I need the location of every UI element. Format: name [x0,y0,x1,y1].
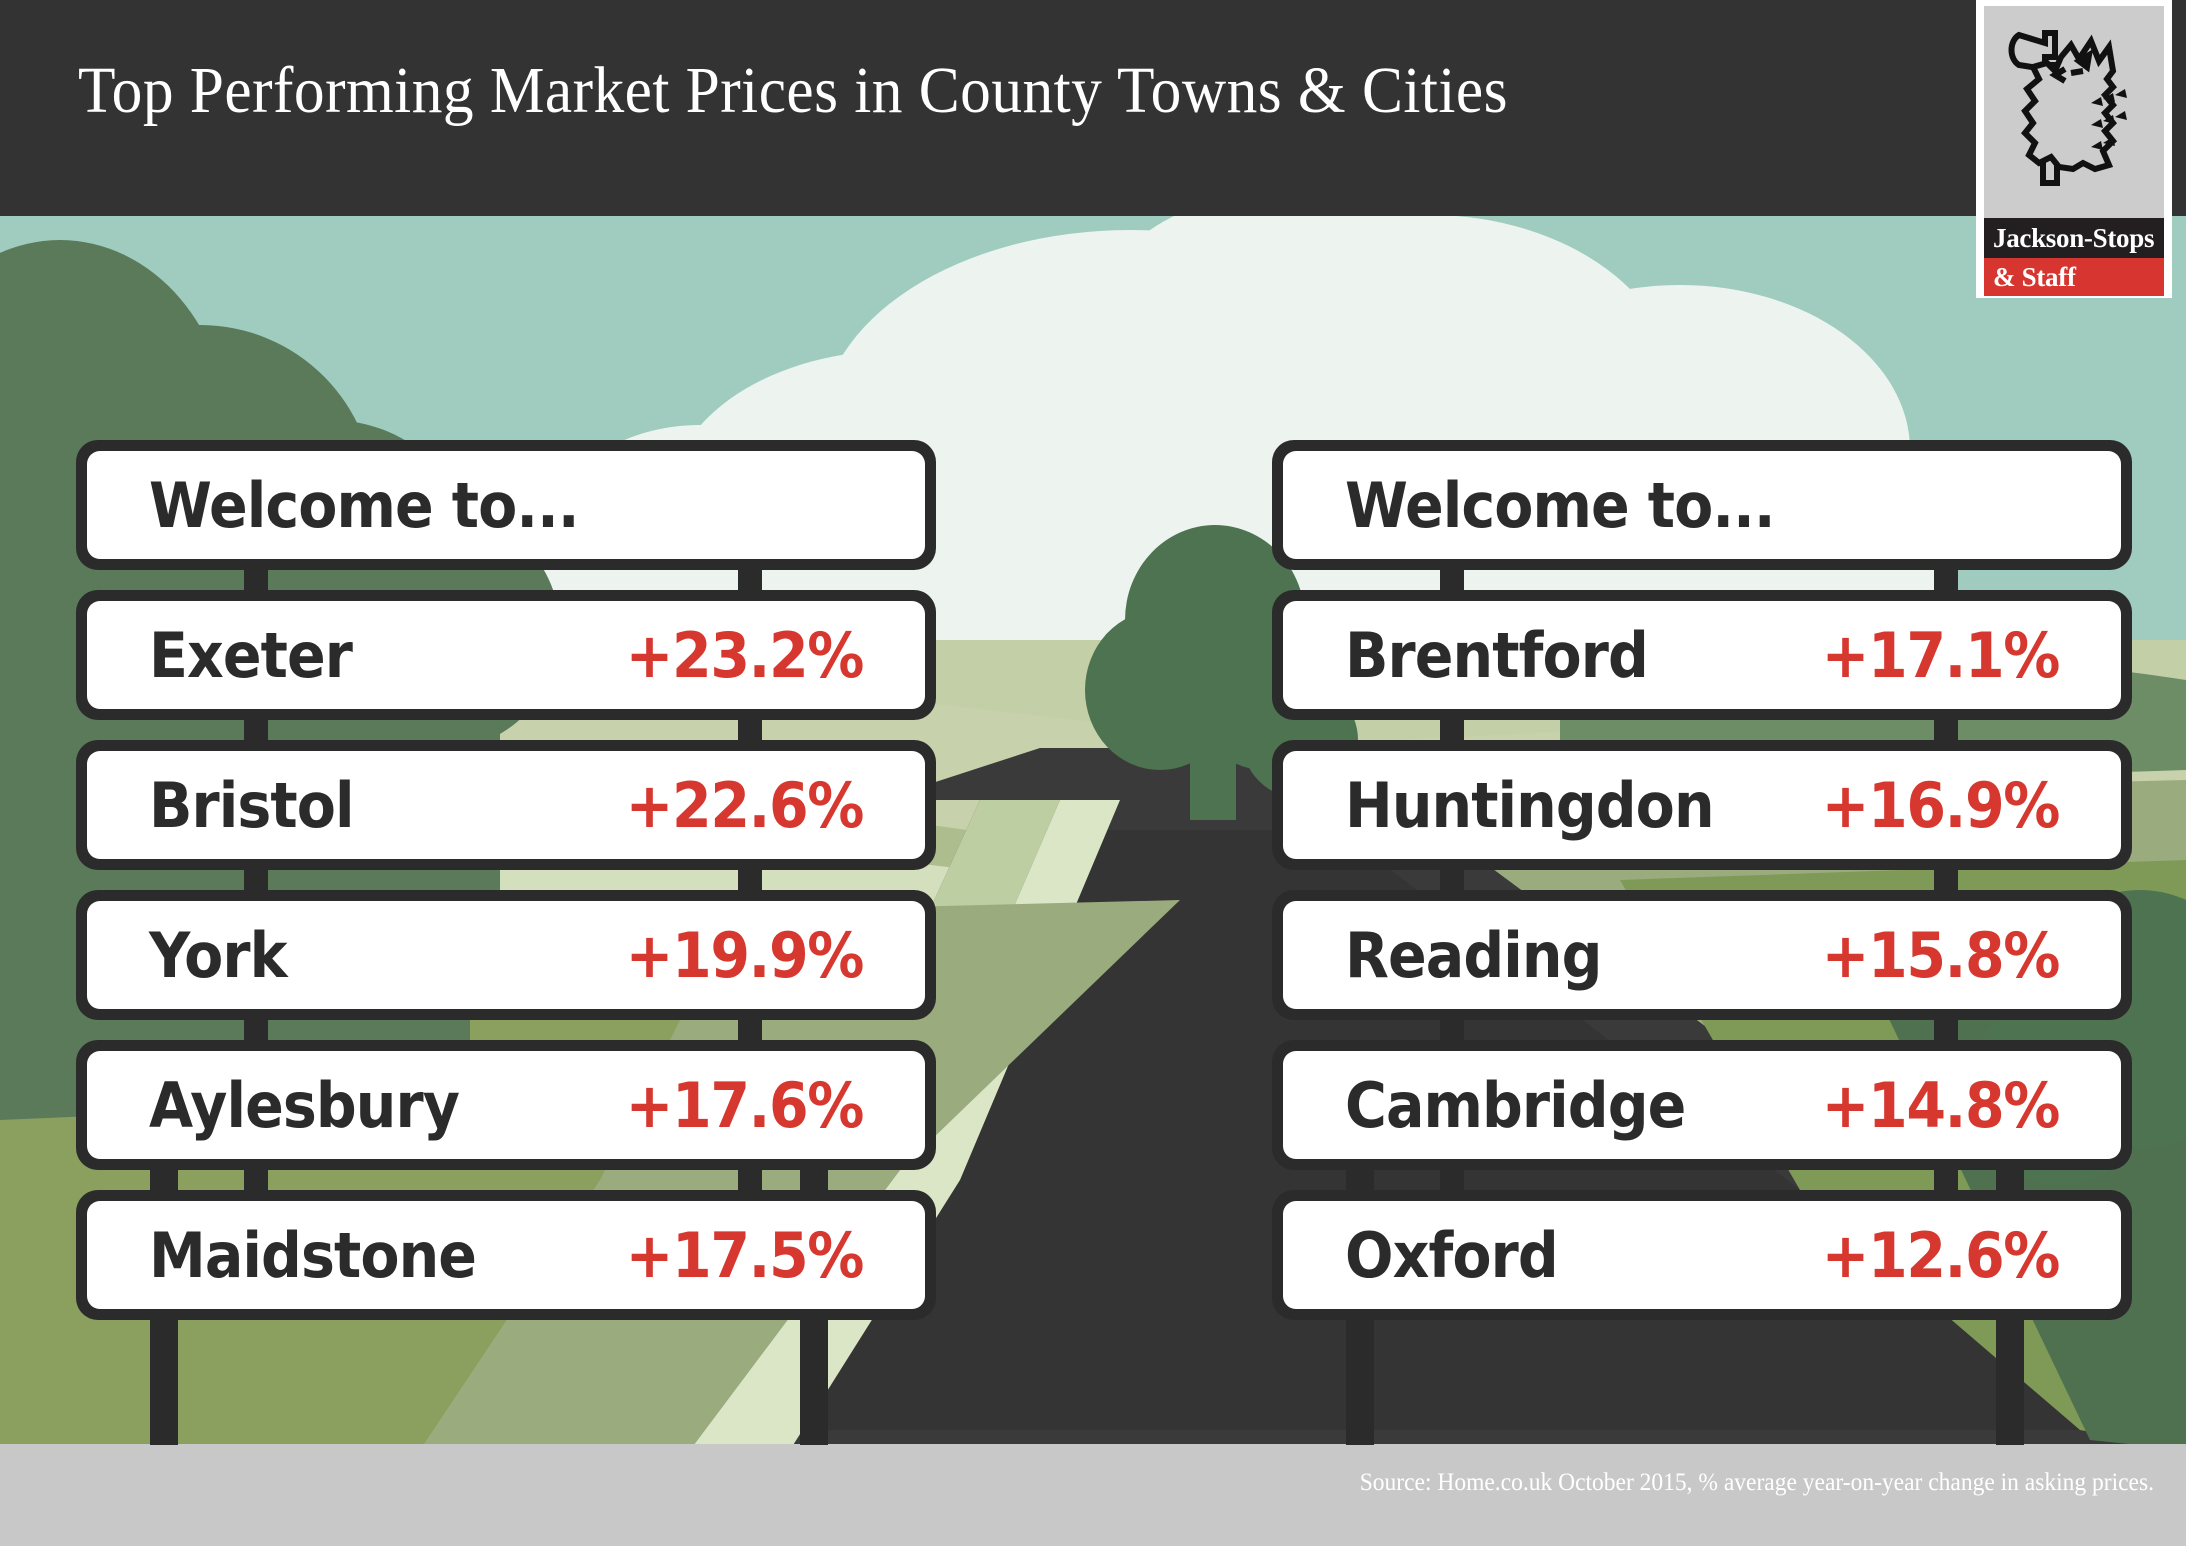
sign-connector-nub [244,718,268,744]
logo-company-name: Jackson-Stops [1984,218,2164,258]
percent-value: +14.8% [1821,1068,2061,1142]
city-label: Cambridge [1345,1068,1686,1142]
brand-logo[interactable]: Jackson-Stops & Staff [1976,0,2172,298]
sign-row-reading[interactable]: Reading +15.8% [1272,868,2132,1020]
sign-connector-nub [1440,1018,1464,1044]
sign-row-cambridge[interactable]: Cambridge +14.8% [1272,1018,2132,1170]
sign-right-heading: Welcome to... [1272,440,2132,570]
sign-left-heading: Welcome to... [76,440,936,570]
sign-connector-nub [244,1168,268,1194]
footer-bar: Source: Home.co.uk October 2015, % avera… [0,1444,2186,1546]
source-note: Source: Home.co.uk October 2015, % avera… [1359,1469,2154,1496]
sign-row-exeter[interactable]: Exeter +23.2% [76,568,936,720]
percent-value: +17.5% [625,1218,865,1292]
percent-value: +16.9% [1821,768,2061,842]
city-label: Huntingdon [1345,768,1715,842]
city-label: Brentford [1345,618,1649,692]
sign-connector-nub [738,718,762,744]
city-label: Aylesbury [149,1068,460,1142]
sign-row-maidstone[interactable]: Maidstone +17.5% [76,1168,936,1320]
sign-connector-nub [1934,1018,1958,1044]
sign-connector-nub [738,568,762,594]
sign-connector-nub [1440,1168,1464,1194]
city-label: York [149,918,288,992]
city-label: Oxford [1345,1218,1559,1292]
right-sign-column: Welcome to... Brentford +17.1% Huntingdo… [1272,440,2132,1340]
sign-connector-nub [244,868,268,894]
sign-row-huntingdon[interactable]: Huntingdon +16.9% [1272,718,2132,870]
percent-value: +17.6% [625,1068,865,1142]
sign-connector-nub [738,1168,762,1194]
sign-row-aylesbury[interactable]: Aylesbury +17.6% [76,1018,936,1170]
page-title: Top Performing Market Prices in County T… [78,54,1508,127]
sign-row-brentford[interactable]: Brentford +17.1% [1272,568,2132,720]
sign-connector-nub [1934,568,1958,594]
logo-company-name-text: Jackson-Stops [1993,222,2155,253]
percent-value: +22.6% [625,768,865,842]
sign-connector-nub [738,1018,762,1044]
wolf-axe-crest-icon [1984,6,2164,218]
sign-connector-nub [1934,1168,1958,1194]
sign-connector-nub [1440,868,1464,894]
sign-connector-nub [1934,868,1958,894]
percent-value: +15.8% [1821,918,2061,992]
sign-connector-nub [1934,718,1958,744]
percent-value: +17.1% [1821,618,2061,692]
sign-row-oxford[interactable]: Oxford +12.6% [1272,1168,2132,1320]
sign-row-bristol[interactable]: Bristol +22.6% [76,718,936,870]
sign-connector-nub [738,868,762,894]
city-label: Bristol [149,768,355,842]
sign-connector-nub [244,568,268,594]
sign-connector-nub [1440,718,1464,744]
logo-company-suffix-text: & Staff [1993,261,2076,292]
percent-value: +12.6% [1821,1218,2061,1292]
header-bar: Top Performing Market Prices in County T… [0,0,2186,216]
left-heading-label: Welcome to... [149,468,580,542]
city-label: Maidstone [149,1218,477,1292]
percent-value: +23.2% [625,618,865,692]
right-heading-label: Welcome to... [1345,468,1776,542]
sign-row-york[interactable]: York +19.9% [76,868,936,1020]
percent-value: +19.9% [625,918,865,992]
sign-connector-nub [244,1018,268,1044]
city-label: Exeter [149,618,353,692]
logo-company-suffix: & Staff [1984,258,2164,296]
sign-connector-nub [1440,568,1464,594]
left-sign-column: Welcome to... Exeter +23.2% Bristol +22.… [76,440,936,1340]
city-label: Reading [1345,918,1602,992]
